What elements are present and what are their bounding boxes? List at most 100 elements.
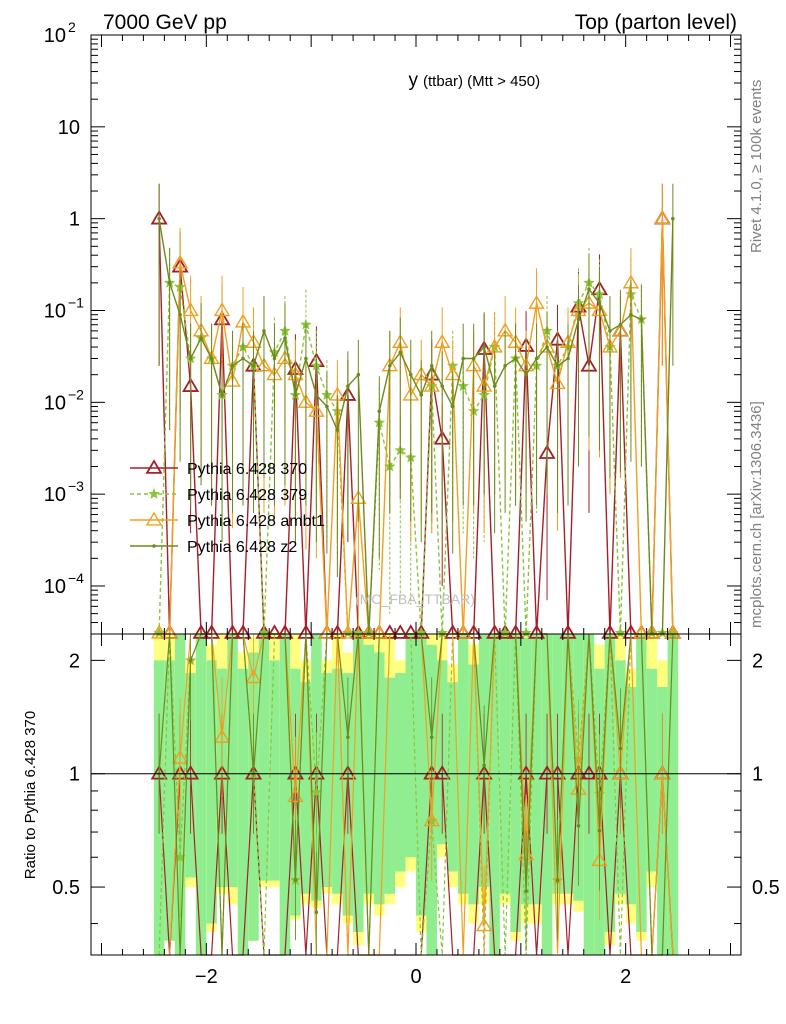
watermark: (MC_FBA_TTBAR) <box>355 591 475 607</box>
ratio-band-green <box>353 634 364 932</box>
plot-subtitle: (ttbar) (Mtt > 450) <box>423 73 540 90</box>
ratio-band-green <box>416 634 427 916</box>
data-point <box>157 216 161 221</box>
data-point <box>167 281 172 285</box>
x-tick-label: −2 <box>195 966 218 988</box>
data-point <box>534 356 539 361</box>
legend-marker <box>148 488 160 499</box>
header-right: Top (parton level) <box>575 11 737 34</box>
data-point <box>520 627 532 638</box>
mcplots-label: mcplots.cern.ch [arXiv:1306.3436] <box>748 401 765 628</box>
data-point <box>182 302 199 317</box>
ratio-band-green <box>258 634 270 881</box>
data-point <box>618 322 623 327</box>
data-point <box>429 363 434 368</box>
ratio-ylabel: Ratio to Pythia 6.428 370 <box>22 711 39 879</box>
legend-label: Pythia 6.428 z2 <box>187 539 297 556</box>
data-point <box>471 356 476 361</box>
ratio-band-green <box>332 668 343 894</box>
data-point <box>436 627 448 638</box>
data-point <box>178 312 182 317</box>
data-point <box>408 372 413 377</box>
data-point <box>614 627 627 638</box>
legend-label: Pythia 6.428 370 <box>187 461 307 478</box>
ratio-band-green <box>531 634 542 905</box>
ratio-band-green <box>646 668 658 872</box>
data-point <box>283 336 287 340</box>
y-tick-label-exp: 2 <box>68 19 76 35</box>
y-tick-label: 10 <box>44 484 66 506</box>
data-point <box>587 287 591 292</box>
data-point <box>499 627 511 638</box>
data-point <box>454 624 472 639</box>
y-tick-label: 10 <box>58 117 80 139</box>
legend-label: Pythia 6.428 ambt1 <box>187 513 325 530</box>
ratio-band-green <box>321 673 333 888</box>
data-point <box>608 329 612 333</box>
ratio-band-green <box>269 660 280 881</box>
ratio-band-green <box>195 634 207 955</box>
ratio-band-green <box>395 673 406 872</box>
ratio-band-green <box>625 686 637 905</box>
y-tick-label: 10 <box>44 300 66 322</box>
data-point <box>188 356 193 361</box>
data-point <box>230 363 235 368</box>
series-line <box>158 218 674 635</box>
plot-title-main: y <box>409 70 419 91</box>
y-tick-label-exp: −1 <box>68 294 84 310</box>
data-point <box>524 372 528 377</box>
ratio-band-green <box>363 644 375 894</box>
ratio-band-green <box>227 634 238 888</box>
ratio-band-green <box>405 634 416 858</box>
ratio-band-green <box>510 634 521 932</box>
data-point <box>153 627 165 638</box>
ratio-band-green <box>447 682 458 872</box>
data-point <box>150 624 168 639</box>
data-point <box>272 356 277 361</box>
data-point <box>346 384 350 388</box>
legend: Pythia 6.428 370 Pythia 6.428 379 Pythia 6… <box>130 459 325 556</box>
data-point <box>293 393 298 397</box>
ratio-band-green <box>562 634 574 894</box>
data-point <box>513 356 518 361</box>
x-tick-label: 0 <box>410 966 421 988</box>
ratio-band-green <box>164 660 175 941</box>
ratio-band-green <box>457 634 469 894</box>
x-tick-label: 2 <box>620 966 631 988</box>
data-point <box>209 356 214 361</box>
header-left: 7000 GeV pp <box>103 11 227 34</box>
data-point <box>503 363 507 368</box>
legend-label: Pythia 6.428 379 <box>187 487 307 504</box>
series-line <box>159 218 674 635</box>
y-tick-label-exp: −2 <box>68 386 84 402</box>
ratio-band-green <box>237 668 249 955</box>
data-point <box>545 345 549 349</box>
series-line <box>158 281 673 635</box>
ratio-y-tick-label-left: 0.5 <box>52 877 80 899</box>
ratio-band-green <box>300 682 312 894</box>
data-point <box>528 294 545 309</box>
data-point <box>213 302 231 317</box>
y-tick-label: 10 <box>44 576 66 598</box>
data-point <box>171 254 189 269</box>
data-point <box>377 409 382 414</box>
legend-marker <box>145 459 163 474</box>
legend-marker <box>152 544 156 548</box>
ratio-y-tick-label-right: 2 <box>752 650 763 672</box>
data-point <box>671 216 675 221</box>
ratio-band-green <box>279 634 291 955</box>
ratio-band-green <box>499 634 511 894</box>
data-point <box>241 356 245 361</box>
data-point <box>391 624 409 639</box>
data-point <box>461 356 465 361</box>
rivet-label: Rivet 4.1.0, ≥ 100k events <box>748 80 765 253</box>
y-tick-label-exp: −4 <box>68 570 84 586</box>
data-point <box>199 336 203 340</box>
data-point <box>192 624 210 639</box>
data-point <box>629 312 633 317</box>
y-tick-label: 1 <box>69 209 80 231</box>
data-point <box>433 333 451 348</box>
ratio-band-green <box>667 634 679 955</box>
data-point <box>360 624 378 639</box>
